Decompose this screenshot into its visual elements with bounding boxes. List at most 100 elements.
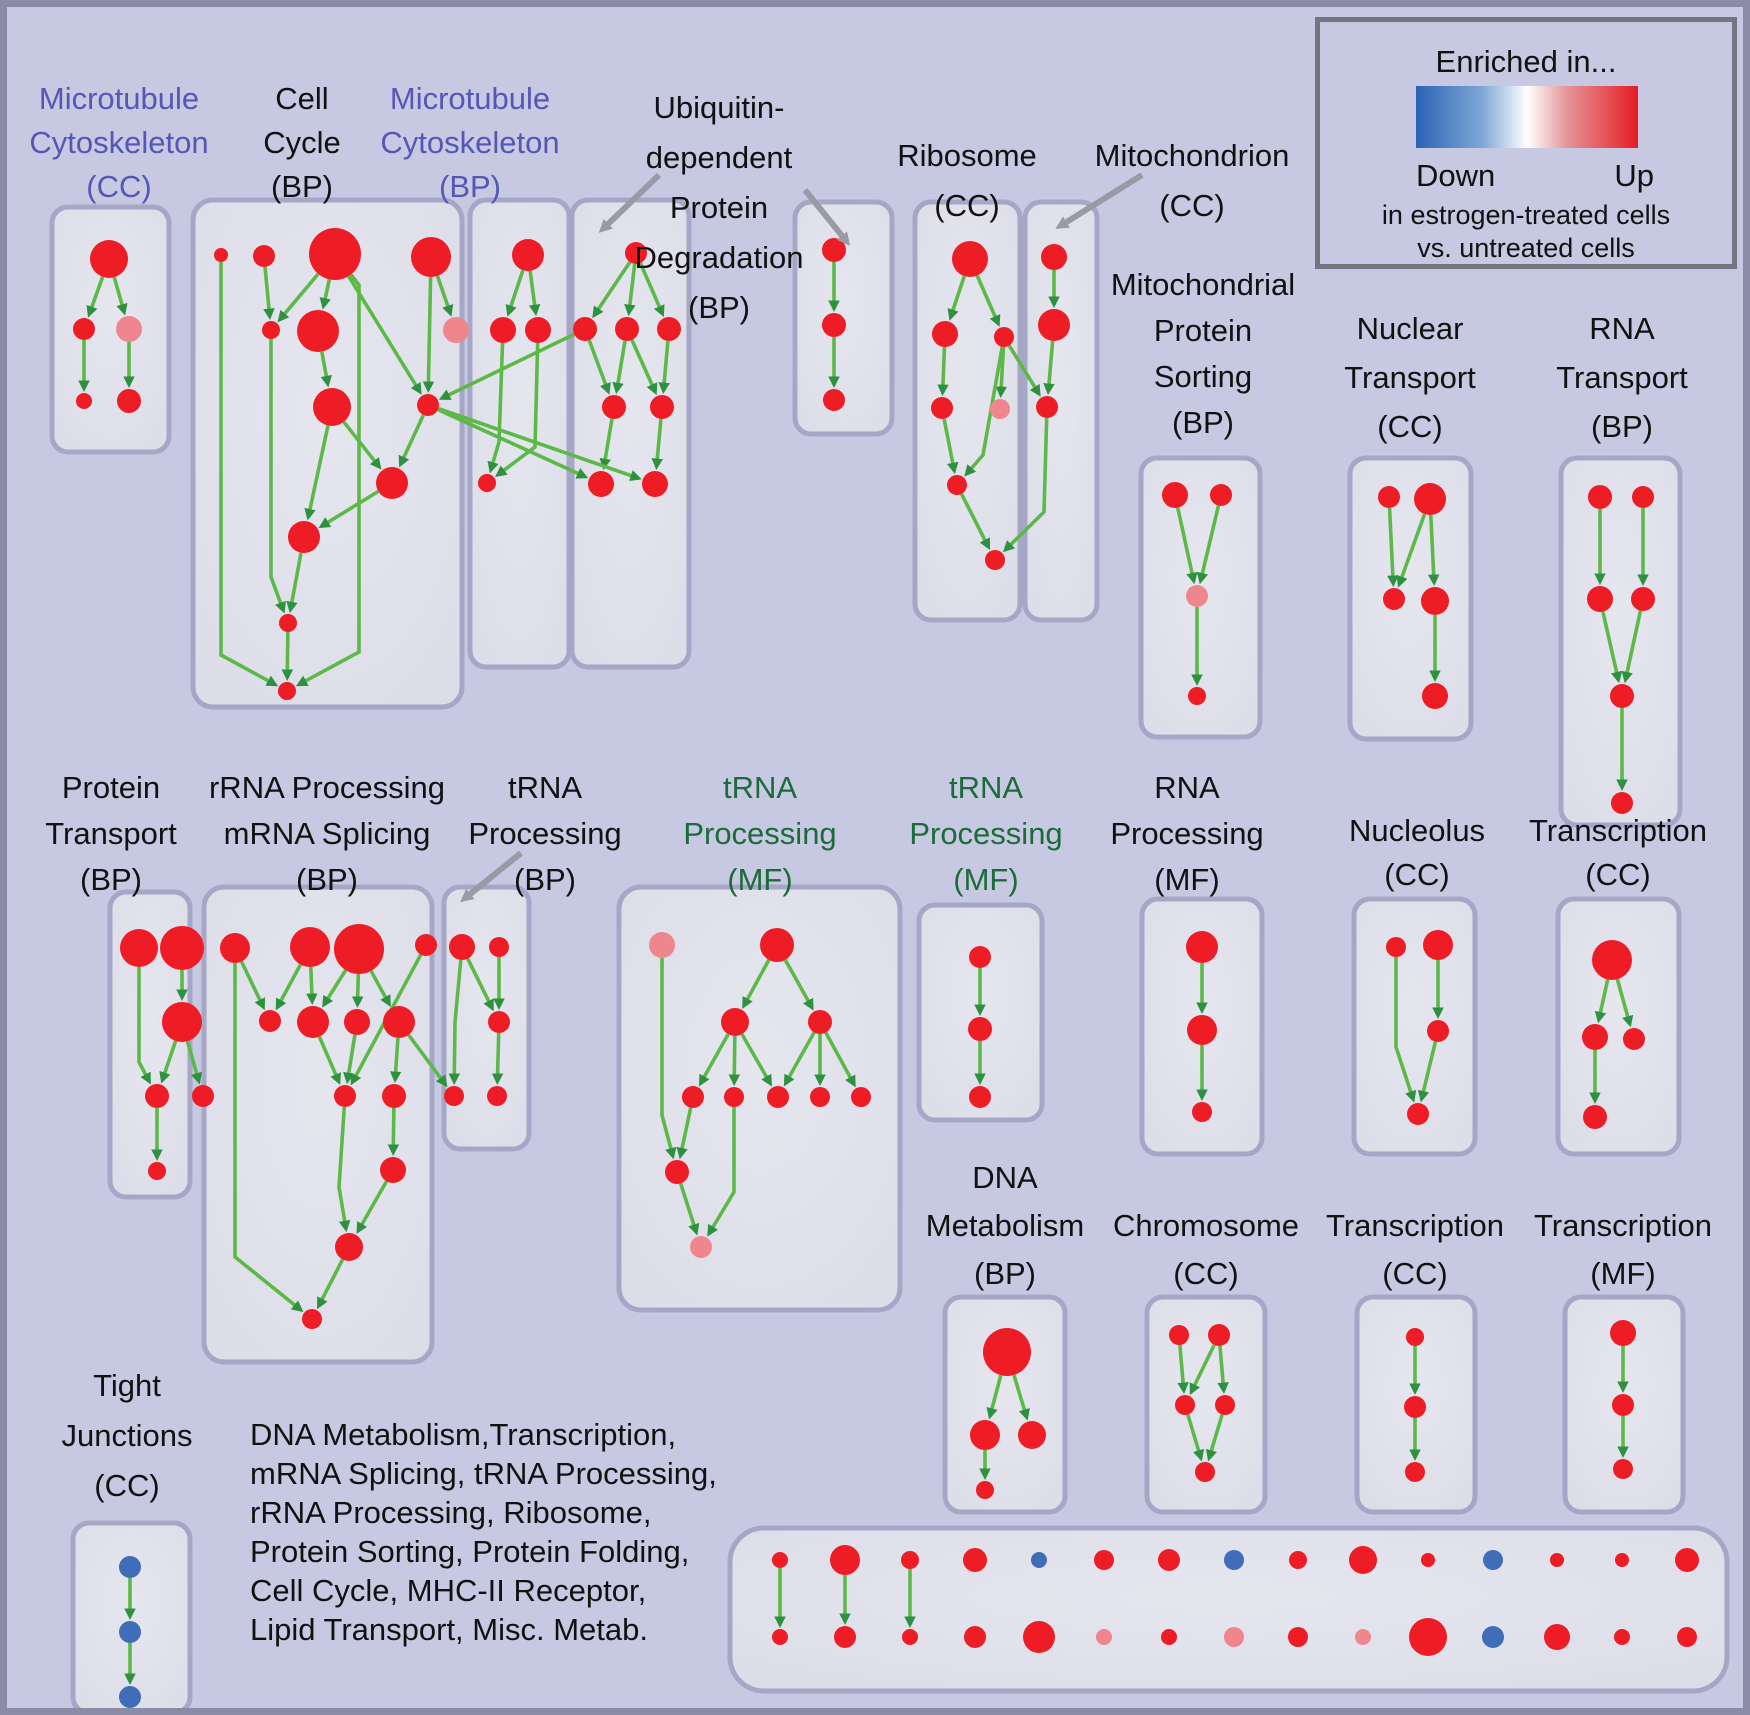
- edge-m1-m3: [528, 270, 541, 317]
- node-h11: [690, 1236, 712, 1258]
- node-g4: [415, 934, 437, 956]
- edge-r4-r6: [942, 418, 959, 475]
- node-u3: [615, 317, 639, 341]
- edge-h4-h9: [824, 1031, 856, 1088]
- node-p4: [145, 1084, 169, 1108]
- node-s4: [1188, 687, 1206, 705]
- edge-k1-k3: [112, 276, 128, 316]
- node-v3: [823, 389, 845, 411]
- edge-m3-m4: [495, 342, 540, 477]
- node-o3: [1613, 1459, 1633, 1479]
- node-wb15: [1677, 1627, 1697, 1647]
- node-r1: [952, 241, 988, 277]
- node-x1: [1186, 931, 1218, 963]
- node-wb1: [772, 1629, 788, 1645]
- node-w3: [969, 1086, 991, 1108]
- node-v2: [822, 313, 846, 337]
- edge-g8-g10: [389, 1037, 402, 1084]
- edge-u5-u7: [599, 418, 614, 471]
- node-u8: [642, 471, 668, 497]
- edge-z1-z3: [1615, 978, 1634, 1028]
- node-wt7: [1158, 1549, 1180, 1571]
- cluster-box-tight-junctions: [70, 1520, 193, 1708]
- edge-e2-e3: [1189, 1344, 1216, 1396]
- edge-r1-r3: [975, 274, 1001, 327]
- edge-d1-d3: [1012, 1374, 1030, 1421]
- edge-u4-u6: [658, 340, 670, 395]
- node-f2: [1404, 1396, 1426, 1418]
- node-g5: [259, 1010, 281, 1032]
- node-h10: [665, 1160, 689, 1184]
- node-wt5: [1031, 1552, 1047, 1568]
- edge-s2-s3: [1196, 505, 1221, 585]
- edge-h6-h11: [707, 1107, 736, 1237]
- node-tb1: [449, 934, 475, 960]
- node-m1: [512, 239, 544, 271]
- node-j1: [119, 1556, 141, 1578]
- node-g13: [302, 1309, 322, 1329]
- node-q1: [1588, 485, 1612, 509]
- edge-u2-cc9: [438, 332, 575, 400]
- node-g11: [380, 1157, 406, 1183]
- node-u4: [657, 317, 681, 341]
- node-h2: [760, 928, 794, 962]
- node-e3: [1175, 1395, 1195, 1415]
- node-z4: [1583, 1105, 1607, 1129]
- cluster-box-dna-metabolism: [942, 1294, 1068, 1515]
- node-wt1: [772, 1552, 788, 1568]
- node-wb3: [902, 1629, 918, 1645]
- node-o1: [1610, 1320, 1636, 1346]
- node-x2: [1187, 1015, 1217, 1045]
- node-p6: [148, 1162, 166, 1180]
- node-r3: [994, 327, 1014, 347]
- node-wt2: [830, 1545, 860, 1575]
- edge-g3-g6: [322, 969, 348, 1008]
- node-y1: [1386, 937, 1406, 957]
- network-diagram: [7, 7, 1743, 1708]
- edge-s1-s3: [1176, 507, 1198, 585]
- node-e5: [1195, 1462, 1215, 1482]
- cluster-box-chromosome: [1144, 1294, 1268, 1515]
- node-s1: [1162, 482, 1188, 508]
- node-wb6: [1096, 1629, 1112, 1645]
- legend-down-label: Down: [1416, 158, 1496, 193]
- node-wt8: [1224, 1550, 1244, 1570]
- edge-h3-h6: [728, 1035, 741, 1086]
- edge-g2-g5: [275, 963, 303, 1011]
- node-u7: [588, 471, 614, 497]
- cluster-box-mitochondrion: [1022, 199, 1100, 623]
- edge-k1-k2: [86, 276, 105, 318]
- node-t2: [1038, 309, 1070, 341]
- node-d2: [970, 1420, 1000, 1450]
- node-r6: [947, 475, 967, 495]
- edge-n2-n3: [1396, 513, 1427, 588]
- edge-p3-p5: [185, 1040, 203, 1085]
- node-h1: [649, 932, 675, 958]
- callout-arrow-3: [460, 850, 523, 903]
- node-cc1: [214, 248, 228, 262]
- node-tb2: [489, 937, 509, 957]
- node-z1: [1592, 940, 1632, 980]
- note-line: Lipid Transport, Misc. Metab.: [250, 1612, 648, 1647]
- node-cc11: [288, 521, 320, 553]
- edge-cc1-cc13: [219, 262, 279, 687]
- edge-e1-e3: [1177, 1344, 1189, 1395]
- node-p5: [192, 1085, 214, 1107]
- edge-h4-h7: [783, 1031, 816, 1087]
- edge-h10-h11: [678, 1182, 700, 1236]
- edge-cc4-cc9: [422, 276, 435, 393]
- edge-h2-h3: [742, 959, 771, 1009]
- node-wb14: [1614, 1629, 1630, 1645]
- node-p3: [162, 1002, 202, 1042]
- legend: Enriched in... Down Up in estrogen-treat…: [1315, 17, 1737, 269]
- edge-g8-tb4: [407, 1033, 448, 1088]
- edge-cc2-cc5: [263, 266, 275, 321]
- note-line: rRNA Processing, Ribosome,: [250, 1495, 652, 1530]
- node-g7: [344, 1009, 370, 1035]
- node-h9: [851, 1087, 871, 1107]
- node-h5: [682, 1086, 704, 1108]
- edge-h2-h4: [783, 958, 814, 1011]
- node-cc5: [262, 321, 280, 339]
- node-wt12: [1483, 1550, 1503, 1570]
